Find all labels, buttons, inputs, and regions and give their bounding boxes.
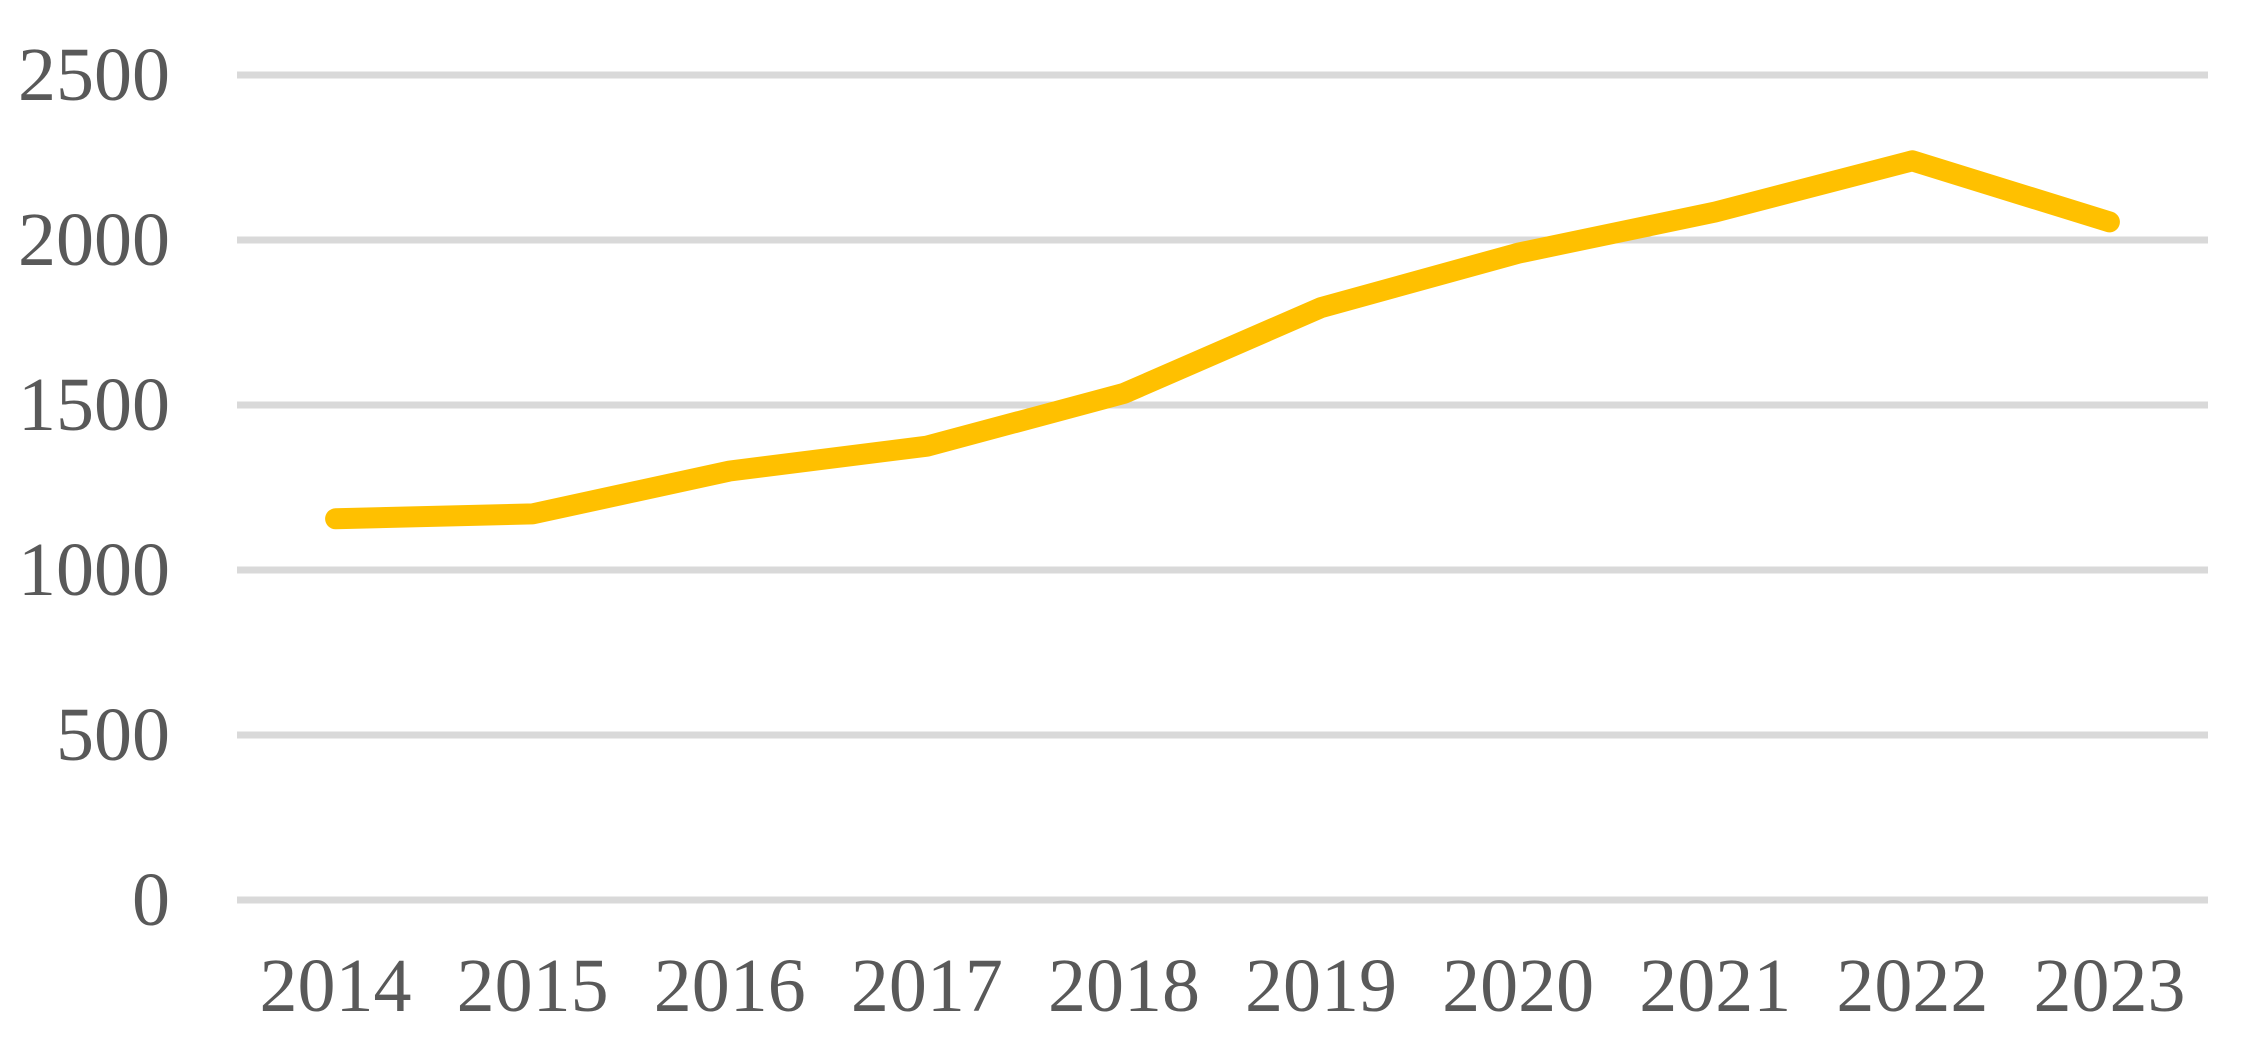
x-axis-tick-label: 2023: [2033, 944, 2185, 1028]
x-axis-tick-label: 2021: [1639, 944, 1791, 1028]
x-axis-tick-label: 2017: [851, 944, 1003, 1028]
y-axis-tick-label: 2000: [18, 198, 170, 282]
x-axis-tick-label: 2020: [1442, 944, 1594, 1028]
x-axis-tick-label: 2022: [1836, 944, 1988, 1028]
y-axis-labels-group: 0 500 1000 1500 2000 2500: [18, 33, 170, 942]
x-axis-labels-group: 2014 2015 2016 2017 2018 2019 2020 2021 2022 2023: [260, 944, 2186, 1028]
gridlines-group: [237, 71, 2208, 904]
y-axis-tick-label: 0: [132, 858, 170, 942]
y-axis-tick-label: 1000: [18, 528, 170, 612]
data-series-line: [325, 150, 2120, 530]
x-axis-tick-label: 2014: [260, 944, 412, 1028]
x-axis-tick-label: 2016: [654, 944, 806, 1028]
y-axis-tick-label: 2500: [18, 33, 170, 117]
x-axis-tick-label: 2015: [457, 944, 609, 1028]
y-axis-tick-label: 500: [56, 693, 170, 777]
x-axis-tick-label: 2019: [1245, 944, 1397, 1028]
x-axis-tick-label: 2018: [1048, 944, 1200, 1028]
y-axis-tick-label: 1500: [18, 363, 170, 447]
